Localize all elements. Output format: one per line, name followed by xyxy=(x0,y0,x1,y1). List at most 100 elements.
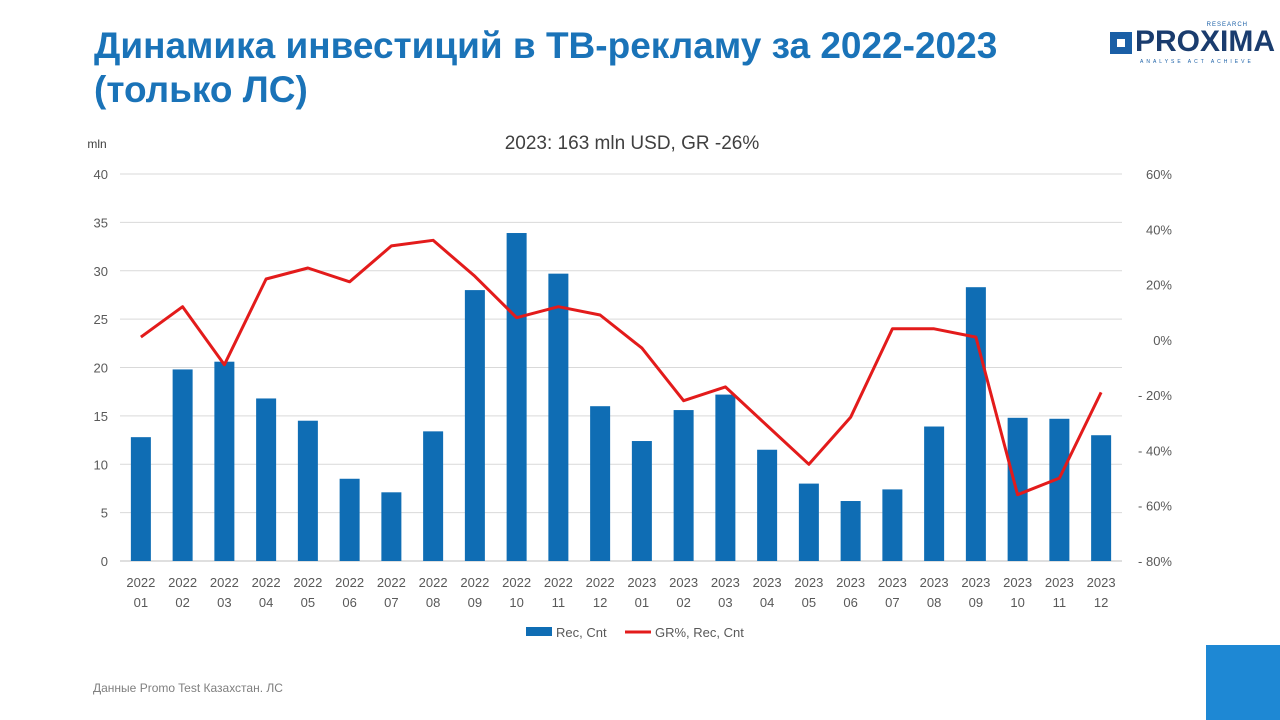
y2-tick-label: - 40% xyxy=(1138,443,1172,458)
bar xyxy=(172,369,193,561)
x-tick-label-month: 06 xyxy=(342,595,356,610)
growth-line xyxy=(140,238,1103,497)
y-tick-label: 35 xyxy=(94,215,108,230)
logo-research-label: RESEARCH xyxy=(1206,22,1248,28)
x-tick-label-year: 2023 xyxy=(836,575,865,590)
bar xyxy=(882,489,903,561)
proxima-logo: PROXIMA RESEARCH ANALYSE ACT ACHIEVE xyxy=(1110,22,1275,70)
y2-tick-label: - 60% xyxy=(1138,499,1172,514)
x-tick-label-year: 2022 xyxy=(335,575,364,590)
x-tick-label-year: 2022 xyxy=(293,575,322,590)
y-tick-label: 10 xyxy=(94,457,108,472)
bar xyxy=(715,394,736,561)
logo-tagline: ANALYSE ACT ACHIEVE xyxy=(1140,59,1254,65)
x-tick-label-year: 2023 xyxy=(920,575,949,590)
x-tick-label-year: 2023 xyxy=(1003,575,1032,590)
logo-square-icon xyxy=(1110,32,1132,54)
x-tick-label-year: 2023 xyxy=(711,575,740,590)
x-tick-label-year: 2022 xyxy=(252,575,281,590)
x-tick-label-year: 2023 xyxy=(753,575,782,590)
y2-tick-label: 60% xyxy=(1146,167,1172,182)
x-tick-label-year: 2022 xyxy=(126,575,155,590)
x-tick-label-year: 2023 xyxy=(878,575,907,590)
x-tick-label-year: 2022 xyxy=(377,575,406,590)
x-tick-label-month: 08 xyxy=(426,595,440,610)
y2-tick-label: 0% xyxy=(1153,333,1172,348)
x-tick-label-year: 2023 xyxy=(627,575,656,590)
x-tick-label-month: 10 xyxy=(1010,595,1024,610)
x-tick-label-month: 01 xyxy=(635,595,649,610)
x-tick-label-month: 06 xyxy=(843,595,857,610)
bar xyxy=(590,406,611,561)
x-tick-label-year: 2023 xyxy=(669,575,698,590)
bar xyxy=(924,426,945,561)
bar xyxy=(631,441,652,561)
bar xyxy=(1049,418,1070,561)
bar xyxy=(214,361,235,561)
x-tick-label-month: 04 xyxy=(259,595,273,610)
y-tick-label: 0 xyxy=(101,554,108,569)
y2-tick-label: 20% xyxy=(1146,278,1172,293)
x-tick-label-year: 2022 xyxy=(460,575,489,590)
y2-tick-label: - 20% xyxy=(1138,388,1172,403)
x-tick-label-month: 01 xyxy=(134,595,148,610)
x-tick-label-year: 2022 xyxy=(419,575,448,590)
x-tick-label-month: 09 xyxy=(969,595,983,610)
bar xyxy=(965,287,986,561)
x-tick-label-year: 2023 xyxy=(1045,575,1074,590)
legend-line-label: GR%, Rec, Cnt xyxy=(655,625,744,640)
x-tick-label-month: 11 xyxy=(1053,595,1067,610)
x-tick-label-year: 2022 xyxy=(168,575,197,590)
x-tick-label-year: 2022 xyxy=(544,575,573,590)
legend-bar-swatch xyxy=(526,627,552,636)
x-tick-label-year: 2023 xyxy=(961,575,990,590)
y-tick-label: 25 xyxy=(94,312,108,327)
x-tick-label-month: 09 xyxy=(468,595,482,610)
x-tick-label-year: 2022 xyxy=(586,575,615,590)
y-tick-label: 40 xyxy=(94,167,108,182)
bar xyxy=(798,483,819,561)
x-tick-label-month: 07 xyxy=(384,595,398,610)
bar xyxy=(548,273,569,561)
x-tick-label-year: 2023 xyxy=(1087,575,1116,590)
x-tick-label-month: 10 xyxy=(509,595,523,610)
bar xyxy=(757,449,778,561)
bar xyxy=(297,420,318,561)
x-tick-label-month: 05 xyxy=(301,595,315,610)
bar xyxy=(130,437,151,561)
x-tick-label-month: 11 xyxy=(552,595,566,610)
x-tick-label-month: 02 xyxy=(676,595,690,610)
bar xyxy=(464,290,485,561)
y2-tick-label: - 80% xyxy=(1138,554,1172,569)
x-tick-label-year: 2022 xyxy=(502,575,531,590)
bar xyxy=(673,410,694,561)
x-tick-label-month: 12 xyxy=(1094,595,1108,610)
y-tick-label: 15 xyxy=(94,409,108,424)
bar xyxy=(381,492,402,561)
x-tick-label-year: 2022 xyxy=(210,575,239,590)
y-axis-label: mln xyxy=(87,137,106,151)
bar xyxy=(423,431,444,561)
bar xyxy=(256,398,277,561)
source-footnote: Данные Promo Test Казахстан. ЛС xyxy=(93,681,283,695)
y2-tick-label: 40% xyxy=(1146,222,1172,237)
y-tick-label: 20 xyxy=(94,361,108,376)
corner-accent-block xyxy=(1206,645,1280,720)
x-tick-label-month: 08 xyxy=(927,595,941,610)
y-tick-label: 5 xyxy=(101,506,108,521)
legend-bar-label: Rec, Cnt xyxy=(556,625,607,640)
y-tick-label: 30 xyxy=(94,264,108,279)
logo-wordmark: PROXIMA xyxy=(1135,25,1276,58)
x-tick-label-year: 2023 xyxy=(794,575,823,590)
x-tick-label-month: 07 xyxy=(885,595,899,610)
chart-title: 2023: 163 mln USD, GR -26% xyxy=(505,133,760,154)
x-tick-label-month: 02 xyxy=(175,595,189,610)
x-tick-label-month: 12 xyxy=(593,595,607,610)
bar xyxy=(339,478,360,561)
bar xyxy=(506,233,527,561)
x-tick-label-month: 04 xyxy=(760,595,774,610)
page-title: Динамика инвестиций в ТВ-рекламу за 2022… xyxy=(94,25,998,110)
x-tick-label-month: 05 xyxy=(802,595,816,610)
bar xyxy=(1091,435,1112,561)
